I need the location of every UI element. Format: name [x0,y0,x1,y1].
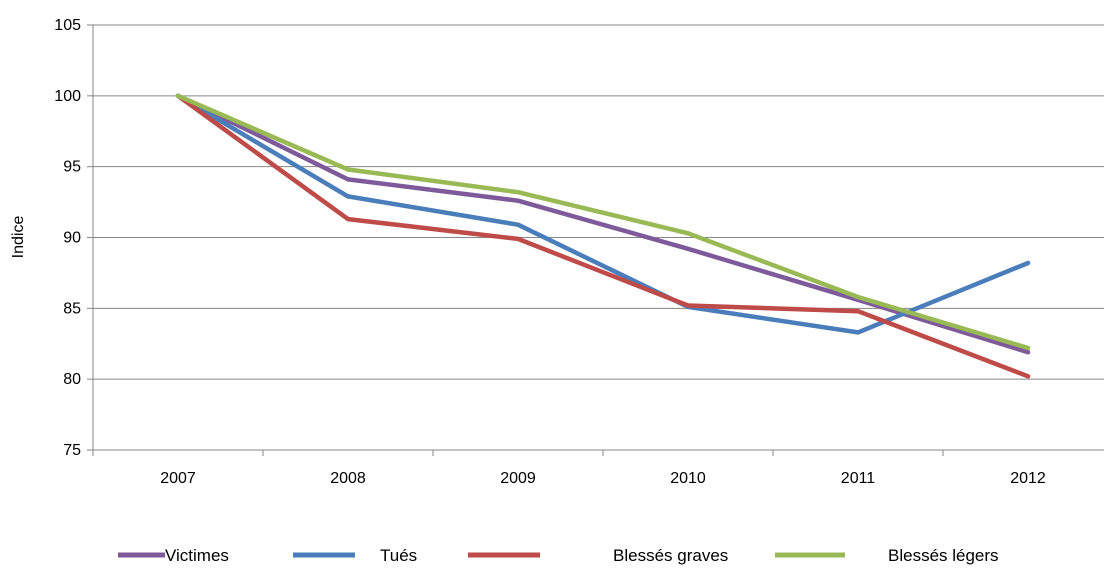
legend-label: Blessés légers [888,546,999,565]
x-tick-label: 2010 [670,470,706,487]
y-tick-label: 100 [54,88,81,105]
series-line-0 [175,93,1031,355]
y-tick-label: 90 [63,230,81,247]
legend-label: Victimes [165,546,229,565]
data-point [515,189,521,195]
series-line-3 [175,93,1031,351]
gridlines [87,24,1104,451]
data-point [515,236,521,242]
series-line-2 [175,93,1031,379]
y-tick-label: 85 [63,300,81,317]
y-axis-title: Indice [10,216,27,259]
data-point [515,222,521,227]
y-tick-label: 105 [54,17,81,34]
data-point [855,330,861,335]
x-tick-label: 2009 [500,470,536,487]
x-tick-label: 2007 [160,470,196,487]
y-tick-label: 95 [63,159,81,176]
data-point [345,194,351,199]
data-point [1025,350,1031,355]
legend-label: Tués [380,546,417,565]
x-tick-label: 2011 [841,470,876,487]
data-point [685,246,691,252]
y-tick-labels: 75 80 85 90 95 100 105 [54,17,81,459]
legend: Victimes Tués Blessés graves Blessés légers [118,546,999,565]
series-lines [175,93,1031,379]
data-point [175,93,181,99]
data-point [855,308,861,314]
data-point [855,294,861,300]
data-point [515,198,521,203]
legend-label: Blessés graves [613,546,728,565]
x-tick-labels: 2007 2008 2009 2010 2011 2012 [92,450,1046,487]
data-point [1025,260,1031,266]
data-point [345,216,351,222]
x-tick-label: 2012 [1010,470,1046,487]
x-tick-label: 2008 [330,470,366,487]
data-point [1025,345,1031,351]
y-tick-label: 75 [63,442,81,459]
y-tick-label: 80 [63,371,81,388]
data-point [345,167,351,172]
data-point [345,177,351,182]
data-point [685,231,691,236]
data-point [685,303,691,308]
data-point [1025,374,1031,379]
